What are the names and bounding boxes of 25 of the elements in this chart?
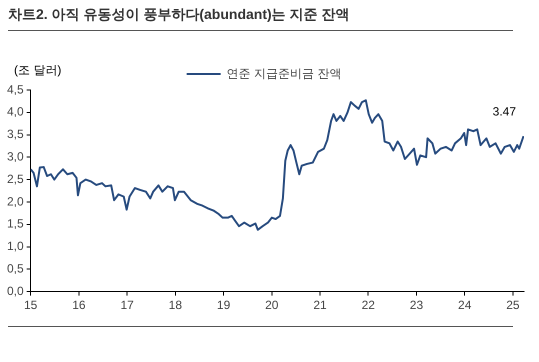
x-tick-label: 15: [24, 298, 38, 312]
y-tick-label: 3,5: [6, 127, 24, 142]
y-tick-label: 4,5: [6, 82, 24, 96]
y-axis-title: (조 달러): [14, 62, 62, 79]
y-tick-label: 1,5: [6, 216, 24, 231]
annotation: 3.47: [492, 104, 516, 118]
x-tick-label: 19: [216, 298, 231, 312]
x-tick-label: 16: [72, 298, 86, 312]
x-tick-label: 20: [265, 298, 279, 312]
y-tick-label: 0,0: [6, 284, 24, 298]
y-tick-label: 0,5: [6, 262, 24, 276]
x-tick-label: 18: [168, 298, 182, 312]
y-tick-label: 1,0: [6, 239, 24, 254]
x-tick-label: 22: [362, 298, 376, 312]
legend-label: 연준 지급준비금 잔액: [226, 66, 342, 80]
y-tick-label: 2,5: [6, 172, 24, 186]
x-tick-label: 24: [458, 298, 472, 312]
y-tick-label: 2,0: [6, 194, 24, 208]
x-tick-label: 17: [120, 298, 134, 312]
x-tick-label: 25: [506, 298, 520, 312]
chart-title: 차트2. 아직 유동성이 풍부하다(abundant)는 지준 잔액: [8, 6, 513, 31]
x-tick-label: 21: [313, 298, 328, 312]
x-tick-label: 23: [410, 298, 424, 312]
y-tick-label: 4,0: [6, 104, 24, 119]
y-tick-label: 3,0: [6, 150, 24, 164]
